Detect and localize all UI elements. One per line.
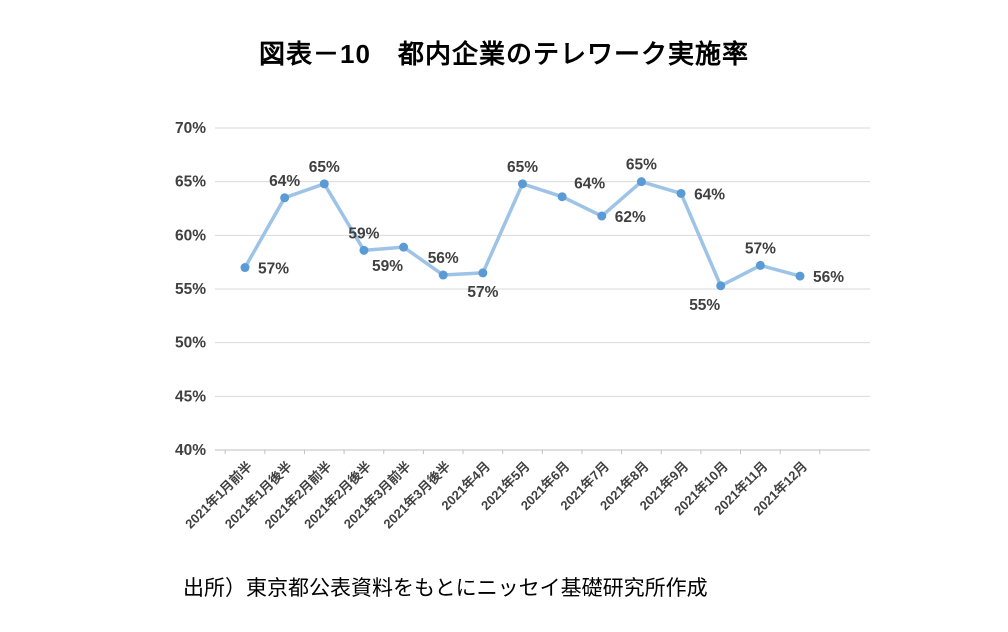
svg-text:56%: 56% [813, 269, 844, 286]
svg-text:57%: 57% [258, 261, 289, 278]
svg-text:62%: 62% [615, 209, 646, 226]
svg-text:65%: 65% [175, 174, 206, 191]
svg-text:65%: 65% [309, 159, 340, 176]
svg-text:45%: 45% [175, 388, 206, 405]
svg-text:59%: 59% [372, 258, 403, 275]
svg-text:60%: 60% [175, 227, 206, 244]
svg-text:55%: 55% [689, 297, 720, 314]
svg-text:65%: 65% [626, 157, 657, 174]
chart-title: 図表－10 都内企業のテレワーク実施率 [259, 39, 749, 69]
svg-text:50%: 50% [175, 335, 206, 352]
svg-text:57%: 57% [745, 240, 776, 257]
svg-text:70%: 70% [175, 120, 206, 137]
source-note: 出所）東京都公表資料をもとにニッセイ基礎研究所作成 [183, 577, 708, 600]
svg-text:56%: 56% [428, 250, 459, 267]
svg-text:64%: 64% [574, 176, 605, 193]
svg-text:65%: 65% [507, 159, 538, 176]
svg-text:64%: 64% [694, 186, 725, 203]
svg-text:40%: 40% [175, 442, 206, 459]
svg-text:59%: 59% [348, 225, 379, 242]
svg-text:55%: 55% [175, 281, 206, 298]
svg-text:57%: 57% [467, 284, 498, 301]
svg-text:64%: 64% [269, 173, 300, 190]
svg-text:2021年1月前半: 2021年1月前半 [182, 459, 255, 532]
